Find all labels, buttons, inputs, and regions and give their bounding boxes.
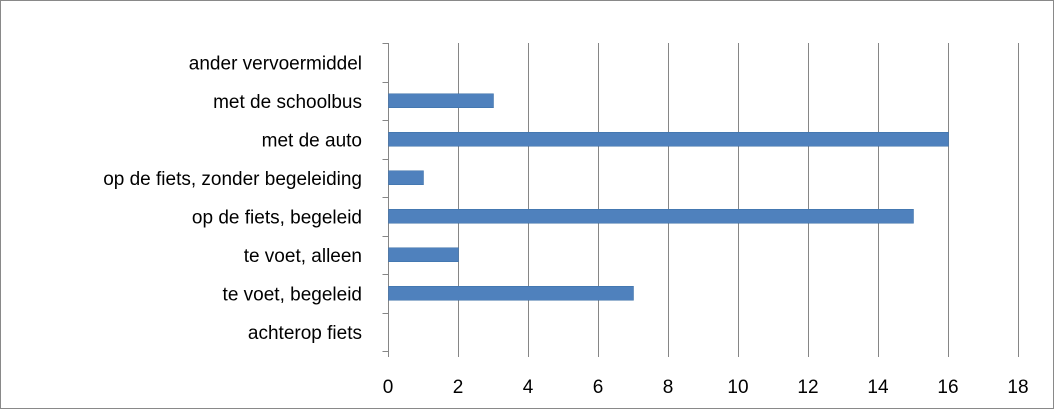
x-tick-label: 4 [523,377,534,398]
x-tick-label: 10 [727,377,748,398]
bar [388,247,459,262]
x-tick-label: 8 [663,377,674,398]
x-tick-label: 2 [453,377,464,398]
category-label: achterop fiets [248,323,362,344]
x-tick-label: 0 [383,377,394,398]
category-label: op de fiets, begeleid [192,207,362,228]
bar [388,209,914,224]
category-label: met de auto [262,130,362,151]
category-label: ander vervoermiddel [189,53,362,74]
bar [388,170,424,185]
category-label: te voet, begeleid [223,284,362,305]
x-tick-label: 6 [593,377,604,398]
bar [388,286,634,301]
category-label: te voet, alleen [244,246,362,267]
x-tick-label: 16 [937,377,958,398]
bar [388,132,949,147]
category-label: met de schoolbus [213,92,362,113]
x-tick-label: 12 [797,377,818,398]
bar [388,93,494,108]
x-tick-label: 18 [1007,377,1028,398]
category-label: op de fiets, zonder begeleiding [103,169,362,190]
x-tick-label: 14 [867,377,889,398]
